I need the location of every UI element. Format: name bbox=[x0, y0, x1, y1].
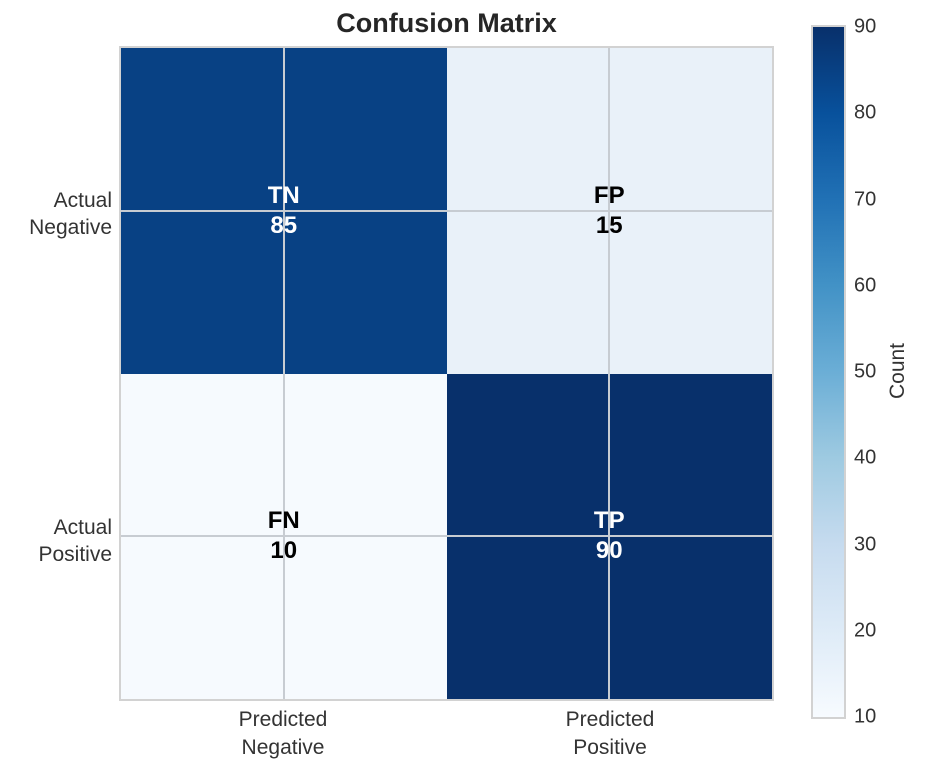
colorbar-tick-10: 10 bbox=[854, 705, 877, 728]
cell-value-tp: 90 bbox=[595, 537, 623, 565]
cell-label-fp: FP bbox=[593, 181, 625, 209]
colorbar-tick-80: 80 bbox=[854, 101, 877, 124]
colorbar-axis-label: Count bbox=[886, 342, 909, 400]
y-tick-actual-negative: Actual Negative bbox=[29, 189, 112, 239]
colorbar-tick-60: 60 bbox=[854, 274, 877, 297]
colorbar-tick-20: 20 bbox=[854, 619, 877, 642]
cell-label-fn: FN bbox=[267, 507, 300, 535]
gridline-horizontal-2 bbox=[121, 535, 772, 538]
gridline-horizontal-1 bbox=[121, 209, 772, 212]
cell-value-fp: 15 bbox=[595, 211, 623, 239]
cell-annotation-tn: TN 85 bbox=[268, 181, 300, 241]
cell-label-tp: TP bbox=[593, 507, 625, 535]
y-tick-actual-positive: Actual Positive bbox=[38, 516, 112, 566]
cell-annotation-tp: TP 90 bbox=[594, 506, 625, 566]
colorbar-tick-50: 50 bbox=[854, 360, 877, 383]
cell-value-tn: 85 bbox=[270, 211, 298, 239]
cell-value-fn: 10 bbox=[270, 537, 298, 565]
gridline-vertical-2 bbox=[608, 48, 611, 699]
chart-title: Confusion Matrix bbox=[336, 8, 557, 38]
colorbar bbox=[811, 25, 846, 719]
gridline-vertical-1 bbox=[282, 48, 285, 699]
cell-annotation-fn: FN 10 bbox=[268, 506, 300, 566]
colorbar-tick-90: 90 bbox=[854, 15, 877, 38]
cell-annotation-fp: FP 15 bbox=[594, 181, 625, 241]
heatmap-grid: TN 85 FP 15 FN 10 TP 90 bbox=[119, 46, 774, 701]
cell-label-tn: TN bbox=[267, 181, 300, 209]
colorbar-tick-40: 40 bbox=[854, 446, 877, 469]
x-tick-predicted-negative: Predicted Negative bbox=[238, 708, 328, 759]
colorbar-tick-70: 70 bbox=[854, 188, 877, 210]
colorbar-tick-30: 30 bbox=[854, 533, 877, 555]
x-tick-predicted-positive: Predicted Positive bbox=[565, 708, 655, 759]
